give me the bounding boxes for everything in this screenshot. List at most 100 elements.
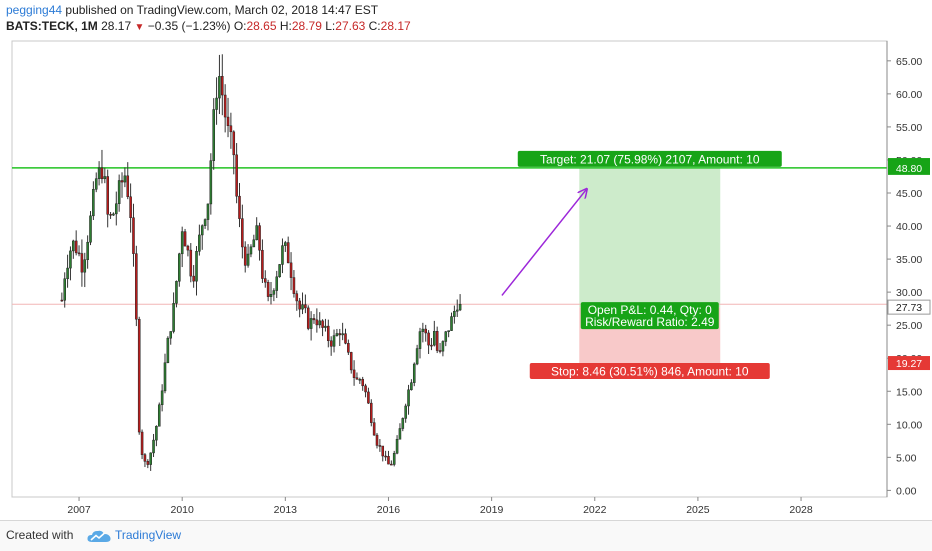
target-zone[interactable] <box>579 167 721 308</box>
target-label-box[interactable] <box>517 150 782 167</box>
candle-body <box>261 249 264 279</box>
candle-body <box>235 154 238 197</box>
stop-label-box[interactable] <box>529 363 770 380</box>
trend-arrow[interactable] <box>501 190 586 296</box>
candle-body <box>249 246 253 255</box>
candle-body <box>66 267 69 280</box>
candle-body <box>106 176 109 215</box>
candle-body <box>123 175 127 183</box>
published-info: published on TradingView.com, March 02, … <box>65 3 379 17</box>
y-tick-label: 55.00 <box>896 122 922 134</box>
candle-body <box>341 333 344 336</box>
x-tick-label: 2007 <box>67 504 91 516</box>
last-price: 28.17 <box>101 19 132 33</box>
x-tick-label: 2013 <box>274 504 298 516</box>
candle-body <box>266 281 270 297</box>
candle-body <box>252 239 256 248</box>
candle-body <box>178 253 181 282</box>
candle-body <box>60 299 64 302</box>
candle-body <box>226 116 230 126</box>
candle-body <box>120 180 124 183</box>
candle-body <box>175 280 178 304</box>
high-value: 28.79 <box>291 19 322 33</box>
candle-body <box>401 418 405 429</box>
candle-body <box>455 309 459 312</box>
candle-body <box>390 463 393 466</box>
price-badge <box>888 160 930 175</box>
created-with-label: Created with <box>6 528 74 542</box>
candle-body <box>387 456 390 465</box>
candle-body <box>221 76 224 96</box>
price-badge-label: 48.80 <box>896 163 922 175</box>
candle-body <box>126 175 130 197</box>
close-label: C: <box>368 19 381 33</box>
y-tick-label: 10.00 <box>896 419 922 431</box>
candle-body <box>112 213 115 216</box>
candle-body <box>74 240 78 254</box>
target-label: Target: 21.07 (75.98%) 2107, Amount: 10 <box>540 152 760 166</box>
candle-body <box>72 240 75 252</box>
candle-body <box>329 340 333 347</box>
y-tick-label: 45.00 <box>896 188 922 200</box>
candle-body <box>375 434 379 446</box>
candle-body <box>435 331 439 351</box>
candle-body <box>458 303 462 311</box>
author-name[interactable]: pegging44 <box>6 3 63 17</box>
pnl-box[interactable] <box>580 302 719 330</box>
candle-body <box>378 445 382 447</box>
low-label: L: <box>325 19 336 33</box>
y-tick-label: 30.00 <box>896 287 922 299</box>
candle-body <box>275 276 279 291</box>
candle-body <box>344 333 347 344</box>
candle-body <box>358 378 362 381</box>
candle-body <box>195 251 198 282</box>
candle-body <box>304 304 307 309</box>
y-tick-label: 35.00 <box>896 254 922 266</box>
tradingview-cloud-icon[interactable] <box>86 528 112 544</box>
price-badge <box>888 356 930 371</box>
candle-body <box>415 348 419 365</box>
candle-body <box>335 333 339 336</box>
symbol-label: BATS:TECK, 1M <box>6 19 98 33</box>
candle-body <box>278 264 281 278</box>
candle-body <box>155 425 158 441</box>
candle-body <box>392 452 396 465</box>
candle-body <box>212 109 215 161</box>
y-tick-label: 15.00 <box>896 386 922 398</box>
candle-body <box>77 252 81 255</box>
candle-body <box>109 214 112 216</box>
candle-body <box>309 318 313 329</box>
down-triangle-icon: ▼ <box>134 22 145 33</box>
candle-body <box>418 331 422 349</box>
candle-body <box>412 363 416 383</box>
price-badge-label: 19.27 <box>896 358 922 370</box>
rr-label: Risk/Reward Ratio: 2.49 <box>585 315 715 329</box>
candle-body <box>324 325 327 328</box>
pnl-label: Open P&L: 0.44, Qty: 0 <box>588 303 712 317</box>
candle-body <box>301 304 304 310</box>
price-badge <box>887 299 931 315</box>
candle-body <box>289 262 293 278</box>
plot-area[interactable] <box>11 40 888 498</box>
candle-body <box>186 245 190 251</box>
y-tick-label: 65.00 <box>896 56 922 68</box>
candle-body <box>453 311 456 317</box>
candle-body <box>286 242 290 264</box>
candle-body <box>63 278 66 301</box>
candle-body <box>172 303 175 332</box>
y-tick-label: 40.00 <box>896 221 922 233</box>
candle-body <box>272 290 276 295</box>
price-chart[interactable]: Target: 21.07 (75.98%) 2107, Amount: 10 S… <box>0 0 932 520</box>
candle-body <box>146 461 150 465</box>
candle-body <box>321 320 324 328</box>
candle-body <box>183 231 187 247</box>
open-value: 28.65 <box>246 19 277 33</box>
candle-body <box>318 320 321 326</box>
candle-body <box>269 294 273 297</box>
candle-body <box>372 422 376 436</box>
candle-body <box>395 438 399 454</box>
tradingview-brand[interactable]: TradingView <box>115 528 182 542</box>
x-tick-label: 2028 <box>789 504 813 516</box>
candle-body <box>430 344 433 347</box>
candle-body <box>352 369 356 378</box>
